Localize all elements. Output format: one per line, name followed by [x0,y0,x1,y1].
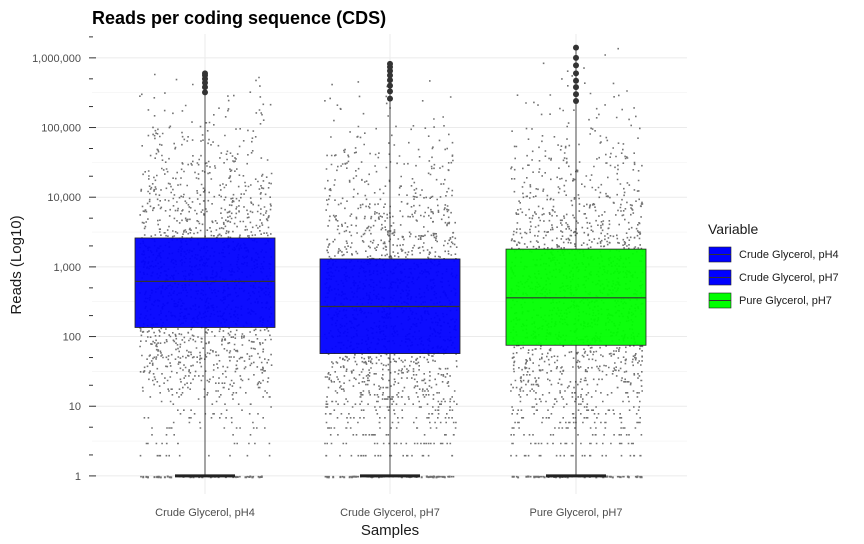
y-tick-label: 1,000,000 [32,53,81,65]
boxplot-2 [319,60,461,478]
outlier-point [387,60,393,67]
boxplot-1 [134,70,276,478]
outlier-point [573,84,579,91]
boxplot-3 [505,44,647,478]
outlier-point [387,77,393,84]
outlier-point [573,77,579,84]
legend-item-1: Crude Glycerol, pH4 [708,246,839,263]
legend-label: Crude Glycerol, pH7 [739,272,839,284]
outlier-point [573,98,579,105]
legend-item-3: Pure Glycerol, pH7 [708,292,832,309]
x-tick-label: Pure Glycerol, pH7 [530,507,623,519]
x-tick-label: Crude Glycerol, pH4 [155,507,255,519]
boxes [134,44,647,478]
outlier-point [573,44,579,51]
outlier-point [387,72,393,79]
outlier-point [387,88,393,95]
jitter-points-1 [139,73,273,479]
legend: Variable Crude Glycerol, pH4 Crude Glycer… [708,221,839,309]
y-axis: 1 10 100 1,000 10,000 100,000 1,000,000 [32,36,96,483]
x-axis: Crude Glycerol, pH4 Crude Glycerol, pH7 Pu… [155,507,622,519]
outlier-point [387,82,393,89]
x-axis-title: Samples [361,522,419,539]
y-tick-label: 10 [69,401,81,413]
y-tick-label: 1 [75,471,81,483]
outlier-point [387,95,393,102]
outlier-point [573,54,579,61]
outlier-point [573,62,579,69]
legend-label: Crude Glycerol, pH4 [739,249,839,261]
x-tick-label: Crude Glycerol, pH7 [340,507,440,519]
jitter-points-2 [324,80,458,479]
y-tick-label: 1,000 [53,262,81,274]
box [505,248,647,346]
y-tick-label: 100,000 [41,123,81,135]
y-axis-title: Reads (Log10) [8,215,25,314]
outlier-point [202,84,208,91]
box [134,237,276,328]
y-tick-label: 100 [63,332,81,344]
y-tick-label: 10,000 [47,192,81,204]
legend-label: Pure Glycerol, pH7 [739,295,832,307]
outlier-point [573,70,579,77]
outlier-point [202,70,208,77]
legend-item-2: Crude Glycerol, pH7 [708,269,839,286]
legend-title: Variable [708,221,759,237]
outlier-point [202,89,208,96]
outlier-point [573,91,579,98]
chart-title: Reads per coding sequence (CDS) [92,8,386,28]
